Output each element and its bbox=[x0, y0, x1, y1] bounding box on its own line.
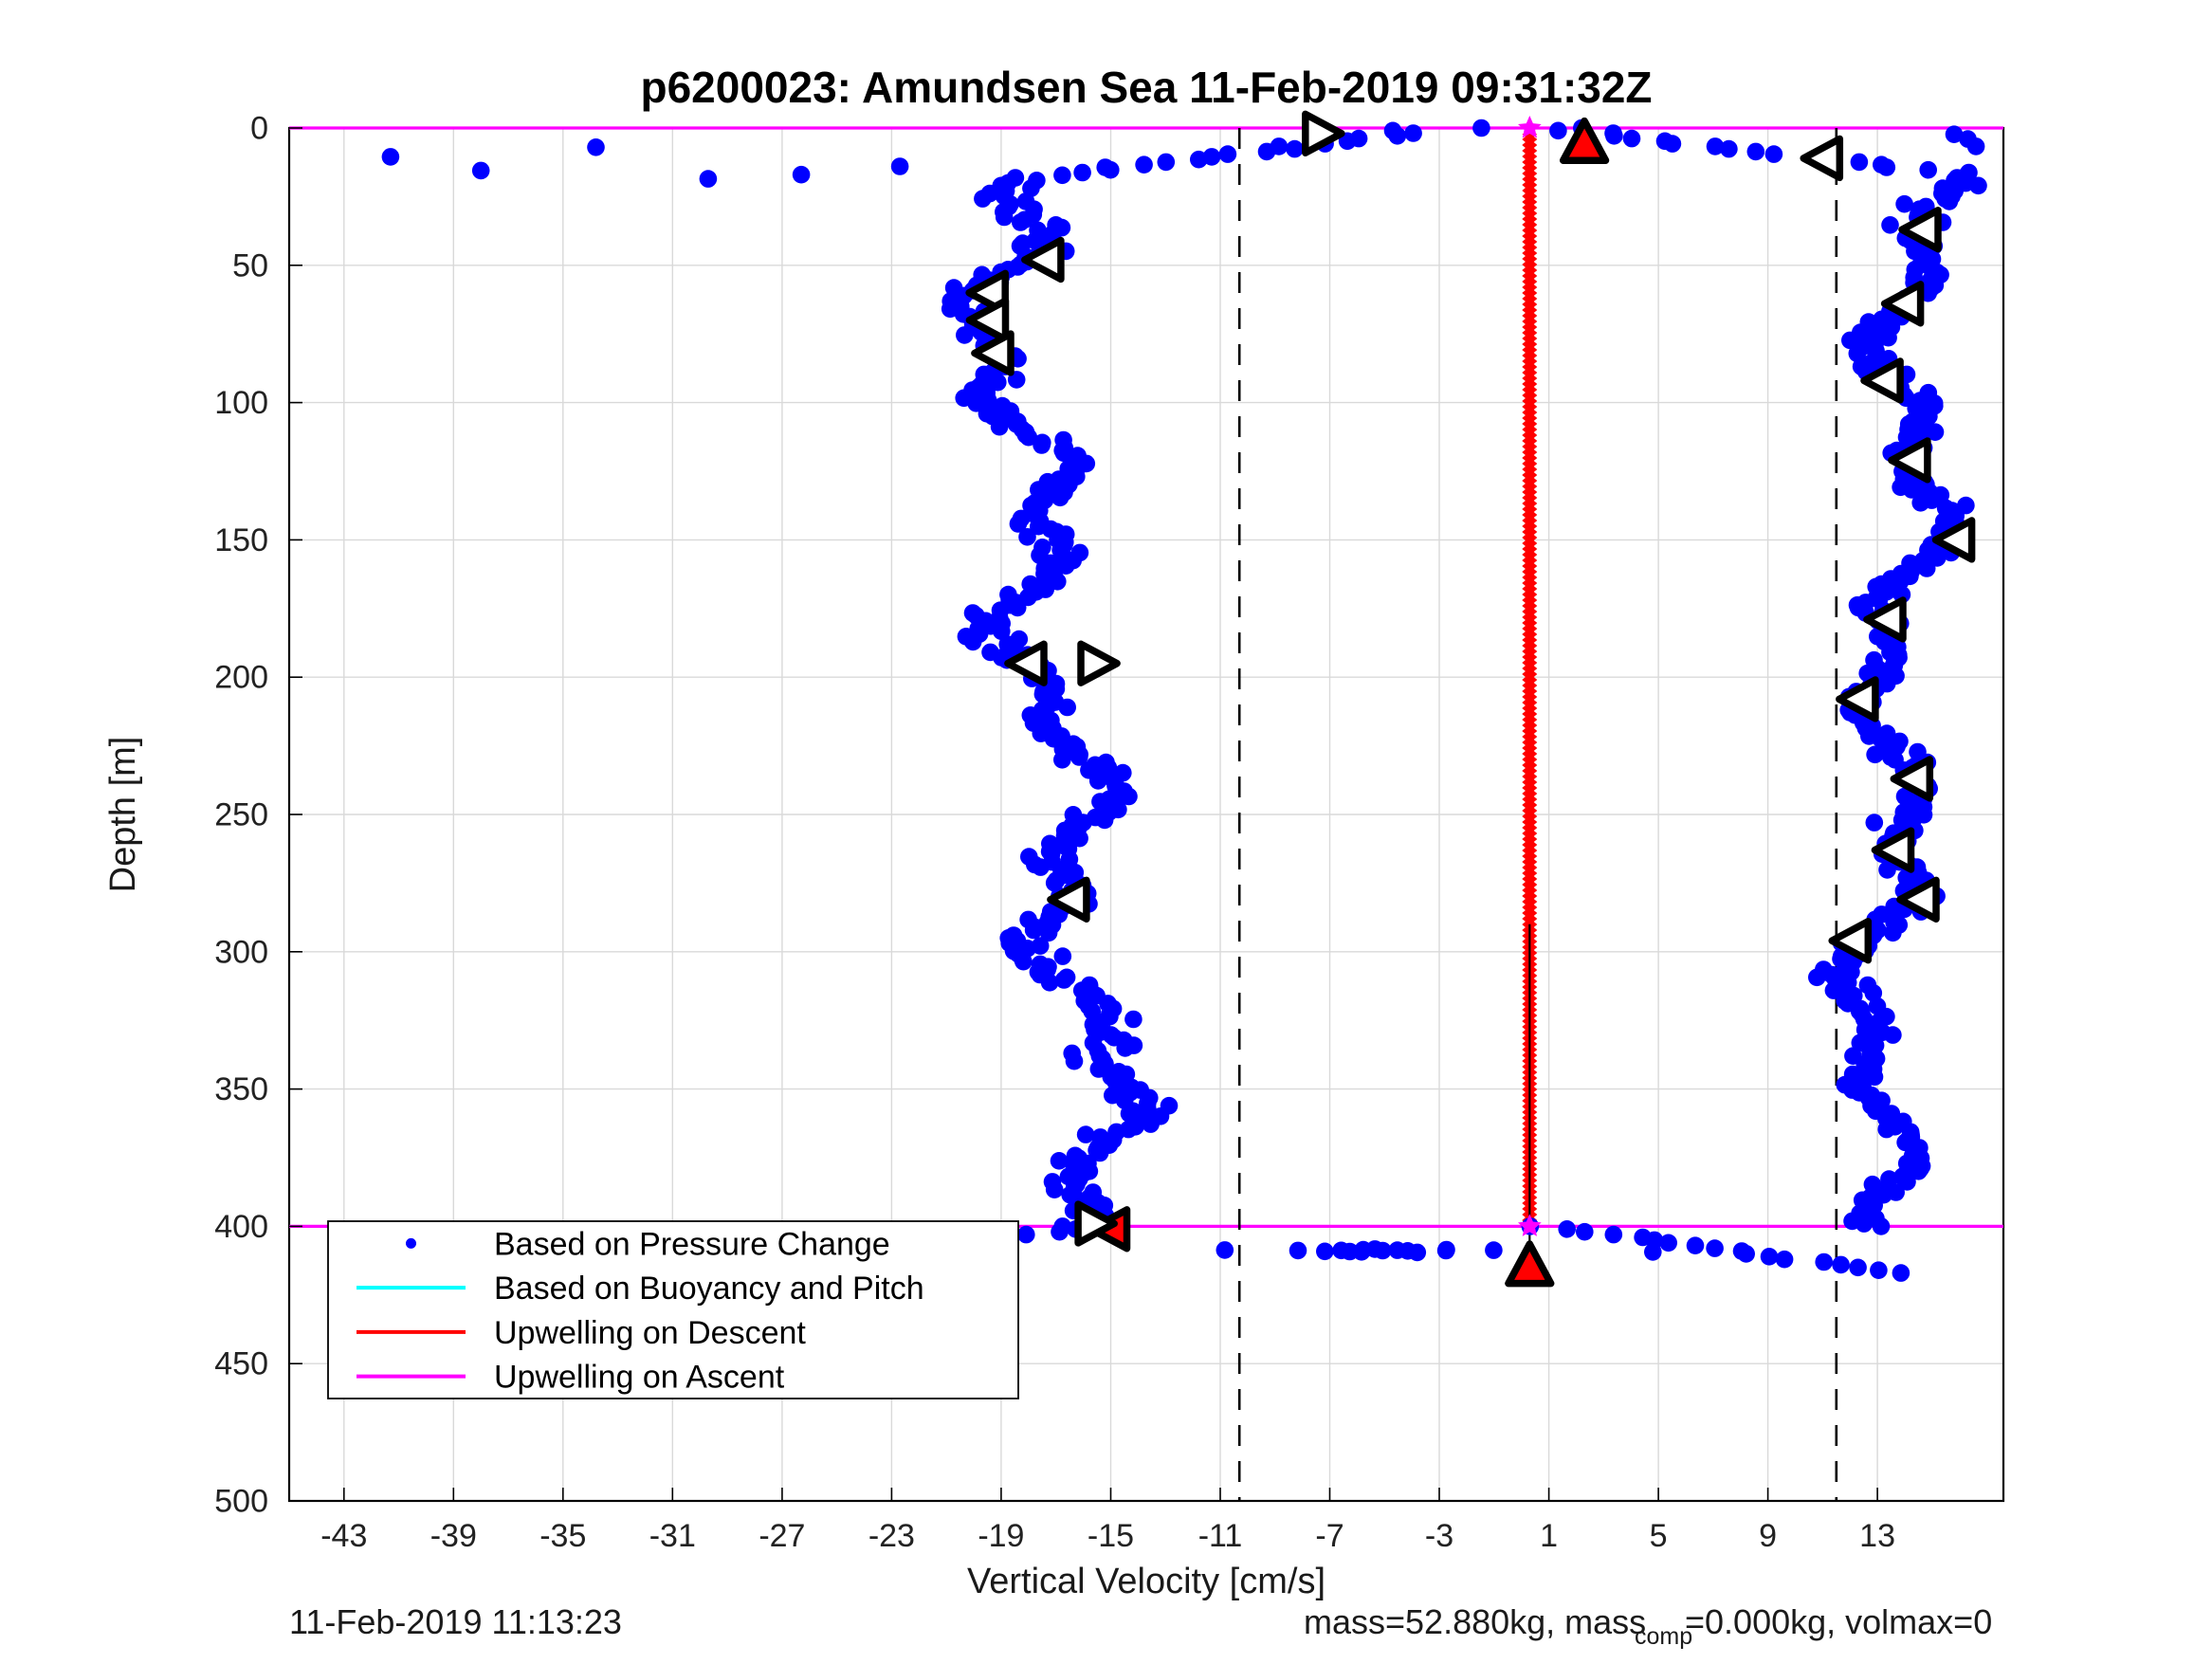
svg-text:-23: -23 bbox=[868, 1518, 915, 1554]
svg-text:-11: -11 bbox=[1198, 1518, 1243, 1554]
svg-text:350: 350 bbox=[214, 1071, 268, 1107]
svg-text:-7: -7 bbox=[1315, 1518, 1344, 1554]
svg-text:-31: -31 bbox=[649, 1518, 696, 1554]
svg-text:300: 300 bbox=[214, 934, 268, 970]
svg-text:100: 100 bbox=[214, 385, 268, 421]
svg-text:9: 9 bbox=[1759, 1518, 1777, 1554]
svg-text:mass=52.880kg, mass: mass=52.880kg, mass bbox=[1304, 1602, 1646, 1641]
svg-text:-19: -19 bbox=[978, 1518, 1024, 1554]
svg-text:Upwelling on Descent: Upwelling on Descent bbox=[494, 1315, 806, 1351]
svg-text:150: 150 bbox=[214, 522, 268, 558]
svg-text:450: 450 bbox=[214, 1346, 268, 1382]
svg-text:Vertical Velocity [cm/s]: Vertical Velocity [cm/s] bbox=[967, 1562, 1325, 1601]
svg-text:-3: -3 bbox=[1425, 1518, 1453, 1554]
svg-text:500: 500 bbox=[214, 1484, 268, 1520]
svg-text:Upwelling on Ascent: Upwelling on Ascent bbox=[494, 1360, 785, 1396]
svg-text:400: 400 bbox=[214, 1209, 268, 1245]
svg-text:11-Feb-2019 11:13:23: 11-Feb-2019 11:13:23 bbox=[289, 1602, 622, 1641]
svg-text:Based on Pressure Change: Based on Pressure Change bbox=[494, 1226, 890, 1262]
svg-text:13: 13 bbox=[1859, 1518, 1895, 1554]
svg-text:-35: -35 bbox=[539, 1518, 586, 1554]
svg-text:1: 1 bbox=[1540, 1518, 1558, 1554]
svg-text:Depth [m]: Depth [m] bbox=[103, 737, 143, 893]
svg-text:Based on Buoyancy and Pitch: Based on Buoyancy and Pitch bbox=[494, 1271, 924, 1307]
svg-text:0: 0 bbox=[250, 111, 268, 147]
svg-text:comp: comp bbox=[1635, 1623, 1692, 1650]
svg-text:=0.000kg, volmax=0: =0.000kg, volmax=0 bbox=[1685, 1602, 1992, 1641]
svg-text:50: 50 bbox=[232, 247, 268, 283]
svg-text:5: 5 bbox=[1650, 1518, 1668, 1554]
svg-text:-43: -43 bbox=[320, 1518, 367, 1554]
svg-text:250: 250 bbox=[214, 797, 268, 833]
svg-text:-27: -27 bbox=[759, 1518, 805, 1554]
svg-text:-15: -15 bbox=[1088, 1518, 1134, 1554]
svg-text:p6200023: Amundsen Sea 11-Feb-: p6200023: Amundsen Sea 11-Feb-2019 09:31… bbox=[640, 63, 1652, 112]
svg-text:200: 200 bbox=[214, 660, 268, 696]
svg-text:-39: -39 bbox=[430, 1518, 477, 1554]
